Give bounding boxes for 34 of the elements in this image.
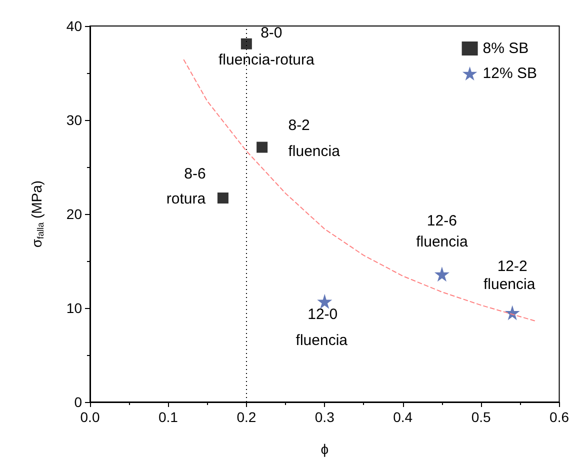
legend-label: 12% SB	[482, 65, 538, 82]
point	[256, 142, 268, 153]
y-tick-label: 30	[66, 112, 82, 128]
annotation: fluencia	[416, 234, 468, 251]
x-tick-label: 0.1	[158, 409, 178, 425]
annotation: fluencia	[288, 142, 341, 160]
y-tick-label: 20	[66, 206, 82, 222]
point	[240, 38, 252, 50]
x-tick-label: 0.0	[80, 409, 100, 425]
y-tick-label: 40	[66, 18, 82, 34]
x-tick-label: 0.6	[550, 409, 570, 425]
annotation: 8-0	[260, 24, 282, 42]
y-tick-label: 10	[66, 300, 82, 316]
point	[504, 305, 520, 320]
point	[217, 192, 228, 204]
annotation: 8-2	[288, 116, 310, 134]
annotation: 8-6	[184, 166, 206, 183]
y-tick-label: 0	[74, 394, 82, 410]
x-axis-title: ϕ	[320, 441, 329, 457]
annotation: fluencia	[483, 276, 536, 294]
x-tick-label: 0.2	[236, 409, 256, 425]
x-tick-label: 0.4	[393, 409, 413, 425]
point	[434, 266, 450, 282]
y-axis-title: σfalla (MPa)	[28, 180, 46, 248]
point	[317, 294, 332, 309]
annotation: fluencia	[296, 332, 348, 349]
legend-label: 8% SB	[482, 40, 529, 57]
annotation: fluencia-rotura	[218, 51, 316, 68]
annotation: rotura	[166, 190, 206, 208]
x-tick-label: 0.3	[314, 409, 335, 425]
x-tick-label: 0.5	[471, 409, 491, 425]
annotation: 12-0	[308, 306, 338, 323]
annotation: 12-6	[426, 212, 457, 230]
annotation: 12-2	[497, 258, 528, 276]
